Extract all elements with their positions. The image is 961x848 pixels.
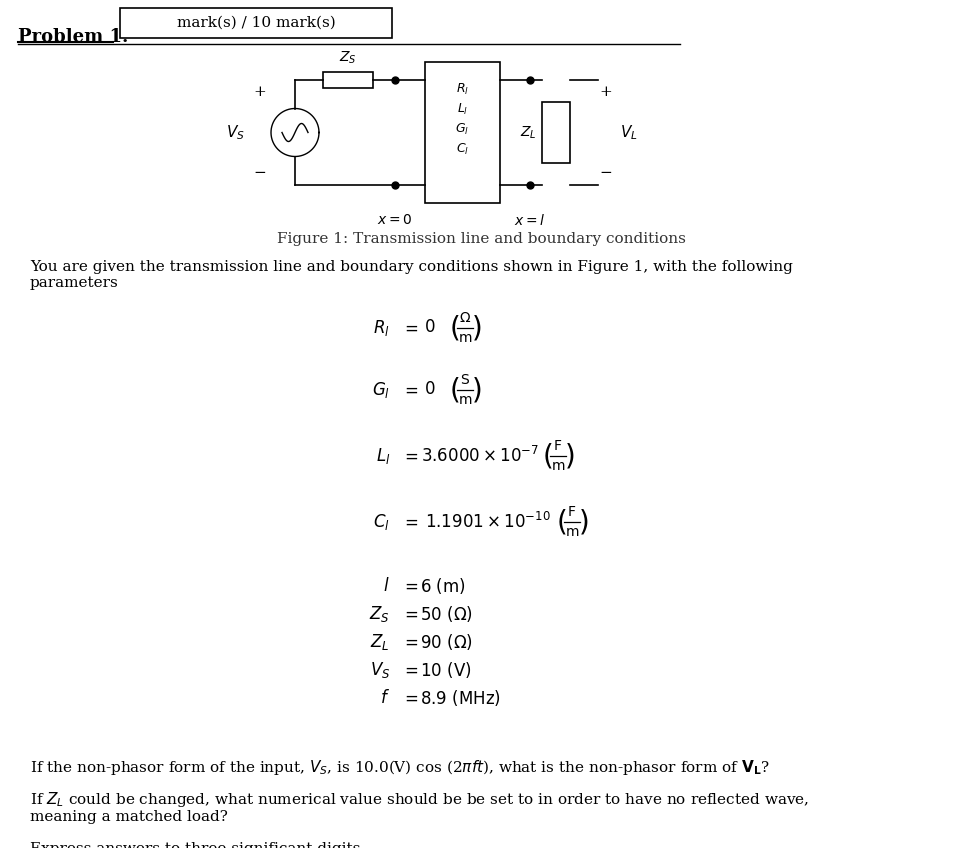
Text: −: − [599, 166, 612, 180]
Text: $\mathrm{m}$: $\mathrm{m}$ [551, 459, 564, 473]
Text: Express answers to three significant digits.: Express answers to three significant dig… [30, 842, 365, 848]
Text: $G_l$: $G_l$ [455, 122, 469, 137]
Text: $)$: $)$ [578, 507, 587, 537]
Text: $L_l$: $L_l$ [456, 102, 468, 117]
Text: $=$: $=$ [401, 605, 418, 622]
Text: $\mathrm{m}$: $\mathrm{m}$ [457, 393, 472, 407]
Text: $\mathrm{F}$: $\mathrm{F}$ [567, 505, 576, 519]
Text: $\mathrm{m}$: $\mathrm{m}$ [457, 331, 472, 345]
Text: $=$: $=$ [401, 577, 418, 594]
Text: $($: $($ [555, 507, 566, 537]
Text: $C_l$: $C_l$ [456, 142, 469, 157]
Text: $G_l$: $G_l$ [372, 380, 389, 400]
Text: $\mathrm{S}$: $\mathrm{S}$ [459, 373, 470, 387]
Text: $L_l$: $L_l$ [375, 446, 389, 466]
Text: $6\ \mathrm{(m)}$: $6\ \mathrm{(m)}$ [420, 576, 465, 596]
Text: $\mathrm{F}$: $\mathrm{F}$ [553, 439, 562, 453]
Text: $Z_L$: $Z_L$ [520, 125, 536, 141]
Text: mark(s) / 10 mark(s): mark(s) / 10 mark(s) [177, 16, 335, 30]
Text: If $Z_L$ could be changed, what numerical value should be be set to in order to : If $Z_L$ could be changed, what numerica… [30, 790, 808, 809]
Text: −: − [254, 166, 266, 180]
Bar [425, 62, 500, 203]
Text: $Z_S$: $Z_S$ [339, 49, 357, 66]
Text: +: + [254, 85, 266, 99]
Text: $)$: $)$ [563, 442, 574, 471]
Text: $0$: $0$ [424, 382, 435, 399]
Text: $=$: $=$ [401, 514, 418, 531]
Text: $3.6000 \times 10^{-7}$: $3.6000 \times 10^{-7}$ [421, 446, 538, 466]
Text: $($: $($ [448, 314, 458, 343]
Text: $\Omega$: $\Omega$ [458, 311, 471, 325]
Text: $0$: $0$ [424, 320, 435, 337]
Text: $)$: $)$ [470, 314, 480, 343]
Text: $x = l$: $x = l$ [514, 213, 545, 228]
Text: $1.1901 \times 10^{-10}$: $1.1901 \times 10^{-10}$ [425, 512, 551, 532]
Bar [120, 8, 391, 38]
Text: $10\ \mathrm{(V)}$: $10\ \mathrm{(V)}$ [420, 660, 471, 680]
Bar [541, 102, 570, 163]
Text: $=$: $=$ [401, 689, 418, 706]
Text: $8.9\ \mathrm{(MHz)}$: $8.9\ \mathrm{(MHz)}$ [420, 688, 501, 708]
Text: $V_S$: $V_S$ [369, 660, 389, 680]
Text: $=$: $=$ [401, 320, 418, 337]
Text: $V_S$: $V_S$ [226, 123, 245, 142]
Text: If the non-phasor form of the input, $V_S$, is 10.0(V) cos (2$\pi ft$), what is : If the non-phasor form of the input, $V_… [30, 758, 769, 777]
Text: $Z_S$: $Z_S$ [369, 604, 389, 624]
Text: $l$: $l$ [383, 577, 389, 595]
Text: You are given the transmission line and boundary conditions shown in Figure 1, w: You are given the transmission line and … [30, 260, 792, 290]
Text: $($: $($ [448, 376, 458, 404]
Text: $90\ (\Omega)$: $90\ (\Omega)$ [420, 632, 472, 652]
Text: $x = 0$: $x = 0$ [377, 213, 412, 227]
Text: $=$: $=$ [401, 633, 418, 650]
Text: $)$: $)$ [470, 376, 480, 404]
Text: $=$: $=$ [401, 661, 418, 678]
Text: $Z_L$: $Z_L$ [370, 632, 389, 652]
Bar [323, 72, 373, 88]
Text: $R_l$: $R_l$ [456, 82, 469, 98]
Text: $=$: $=$ [401, 382, 418, 399]
Text: $C_l$: $C_l$ [373, 512, 389, 532]
Text: Figure 1: Transmission line and boundary conditions: Figure 1: Transmission line and boundary… [276, 232, 685, 246]
Text: $R_l$: $R_l$ [373, 318, 389, 338]
Text: $V_L$: $V_L$ [619, 123, 637, 142]
Text: $50\ (\Omega)$: $50\ (\Omega)$ [420, 604, 472, 624]
Text: $($: $($ [541, 442, 552, 471]
Text: $\mathrm{m}$: $\mathrm{m}$ [564, 525, 579, 539]
Text: $=$: $=$ [401, 448, 418, 465]
Text: $f$: $f$ [380, 689, 389, 707]
Text: +: + [599, 85, 612, 99]
Text: Problem 1.: Problem 1. [18, 28, 128, 46]
Text: meaning a matched load?: meaning a matched load? [30, 810, 228, 824]
